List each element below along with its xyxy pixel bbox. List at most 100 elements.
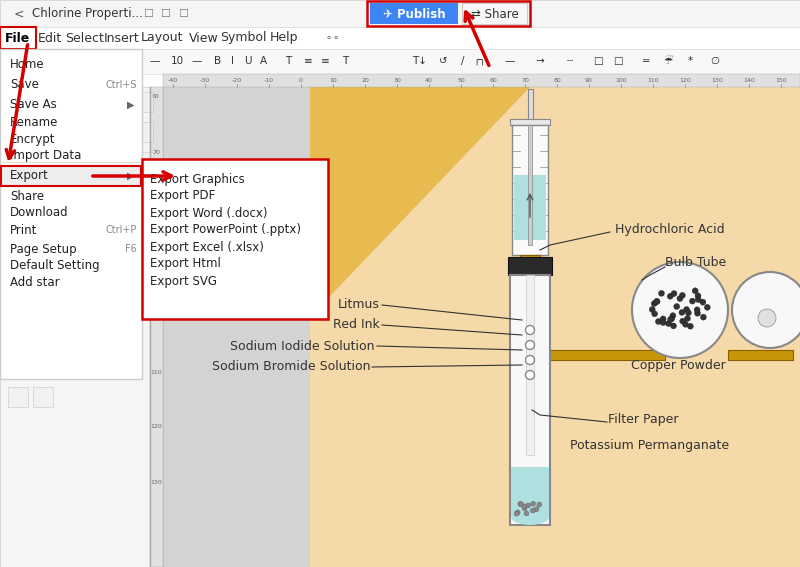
Circle shape [514, 511, 519, 516]
Circle shape [687, 323, 694, 329]
Bar [0, 87, 150, 567]
Text: —: — [505, 56, 515, 66]
Bar [133, 122, 153, 142]
Text: Filter Paper: Filter Paper [608, 413, 678, 426]
Bar [108, 242, 128, 262]
Text: ≡: ≡ [304, 56, 312, 66]
Text: 60: 60 [489, 78, 497, 83]
Text: Export PowerPoint (.pptx): Export PowerPoint (.pptx) [150, 223, 301, 236]
Text: Hydrochloric Acid: Hydrochloric Acid [615, 223, 725, 236]
Bar [8, 277, 28, 297]
Text: Potassium Permanganate: Potassium Permanganate [570, 438, 730, 451]
FancyBboxPatch shape [7, 91, 29, 111]
Text: ☐: ☐ [143, 9, 153, 19]
Bar [33, 347, 53, 367]
Text: □: □ [593, 56, 603, 66]
Circle shape [658, 290, 665, 297]
Text: 10: 10 [170, 56, 183, 66]
Bar [8, 212, 28, 232]
Text: 150: 150 [775, 78, 787, 83]
Bar [33, 312, 53, 332]
Text: Page Setup: Page Setup [10, 243, 77, 256]
Text: 20: 20 [361, 78, 369, 83]
Text: 10: 10 [329, 78, 337, 83]
Text: ☐: ☐ [178, 9, 188, 19]
Text: 120: 120 [150, 425, 162, 429]
Bar [150, 87, 163, 567]
Text: -20: -20 [232, 78, 242, 83]
Bar [528, 89, 533, 124]
Text: ┌┐: ┌┐ [474, 56, 486, 66]
Bar [83, 277, 103, 297]
Bar [0, 49, 800, 74]
Text: <: < [14, 7, 25, 20]
Text: Help: Help [270, 32, 298, 44]
Bar [163, 74, 800, 87]
Text: Rename: Rename [10, 116, 58, 129]
Text: View: View [189, 32, 219, 44]
Circle shape [680, 318, 686, 324]
Text: T: T [285, 56, 291, 66]
Circle shape [526, 341, 534, 349]
Bar [83, 212, 103, 232]
Bar [310, 87, 800, 567]
Text: /: / [462, 56, 465, 66]
Bar [83, 122, 103, 142]
Text: 140: 140 [743, 78, 755, 83]
Circle shape [704, 304, 710, 310]
Text: 40: 40 [425, 78, 433, 83]
Bar [510, 275, 550, 525]
Bar [512, 125, 548, 255]
Text: Print: Print [10, 223, 38, 236]
Text: T↓: T↓ [413, 56, 427, 66]
Text: T: T [342, 56, 348, 66]
Circle shape [530, 508, 535, 513]
Circle shape [667, 293, 674, 299]
Text: Share: Share [10, 189, 44, 202]
Circle shape [515, 510, 520, 515]
Circle shape [674, 303, 680, 310]
Text: 120: 120 [679, 78, 691, 83]
Text: Insert: Insert [104, 32, 140, 44]
Circle shape [655, 319, 662, 324]
Text: Chlorine Properti...: Chlorine Properti... [32, 7, 143, 20]
Bar [33, 182, 53, 202]
Text: Sodium Bromide Solution: Sodium Bromide Solution [211, 361, 370, 374]
Text: ┄: ┄ [567, 56, 573, 66]
Text: Sodium Iodide Solution: Sodium Iodide Solution [230, 340, 375, 353]
Text: Ctrl+S: Ctrl+S [106, 80, 137, 90]
Text: 70: 70 [521, 78, 529, 83]
Text: 110: 110 [150, 370, 162, 374]
Bar [58, 152, 78, 172]
Text: *: * [687, 56, 693, 66]
Text: Default Setting: Default Setting [10, 260, 100, 273]
Text: F6: F6 [126, 244, 137, 254]
Bar [510, 119, 550, 125]
Text: Export SVG: Export SVG [150, 274, 217, 287]
Text: 100: 100 [150, 315, 162, 319]
Circle shape [518, 502, 523, 507]
Circle shape [682, 321, 689, 327]
Bar [0, 27, 800, 49]
Circle shape [526, 325, 534, 335]
Text: -10: -10 [264, 78, 274, 83]
Bar [58, 312, 78, 332]
Circle shape [686, 310, 691, 316]
Circle shape [669, 316, 674, 321]
Bar [33, 122, 53, 142]
Bar [8, 92, 28, 112]
Text: -30: -30 [200, 78, 210, 83]
Circle shape [700, 314, 706, 320]
Text: Symbol: Symbol [220, 32, 266, 44]
Text: Export Graphics: Export Graphics [150, 172, 245, 185]
Circle shape [632, 262, 728, 358]
Text: Red Ink: Red Ink [334, 319, 380, 332]
Bar [370, 3, 458, 24]
Circle shape [534, 507, 539, 511]
Bar [58, 347, 78, 367]
Text: Download: Download [10, 206, 69, 219]
Text: □: □ [613, 56, 623, 66]
Text: Save: Save [10, 78, 39, 91]
Circle shape [526, 370, 534, 379]
Text: ≡: ≡ [321, 56, 330, 66]
